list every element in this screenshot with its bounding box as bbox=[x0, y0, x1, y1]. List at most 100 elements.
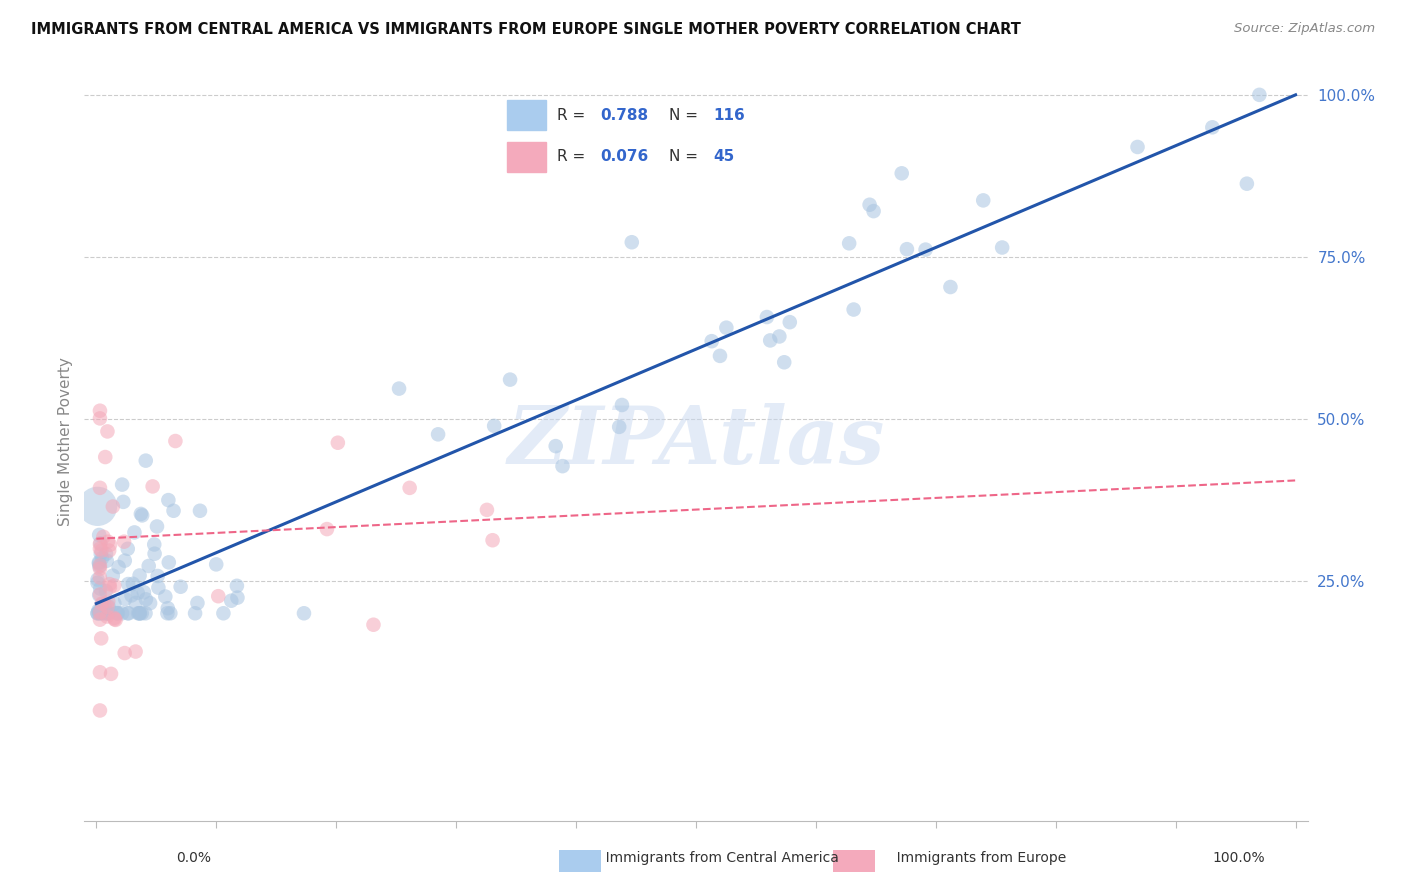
Point bbox=[143, 537, 166, 551]
Point bbox=[398, 481, 420, 495]
Point bbox=[86, 500, 108, 514]
Point bbox=[96, 425, 118, 439]
Point bbox=[97, 607, 120, 621]
Point bbox=[86, 575, 108, 590]
Point bbox=[544, 439, 567, 453]
Point bbox=[768, 329, 790, 343]
Point bbox=[143, 547, 166, 561]
Point bbox=[94, 547, 117, 561]
Point bbox=[114, 592, 136, 607]
Text: Source: ZipAtlas.com: Source: ZipAtlas.com bbox=[1234, 22, 1375, 36]
Point bbox=[96, 607, 118, 621]
Text: Immigrants from Central America: Immigrants from Central America bbox=[575, 851, 838, 865]
Point bbox=[128, 607, 150, 621]
Point bbox=[89, 537, 111, 551]
Point bbox=[1249, 87, 1271, 102]
Text: 116: 116 bbox=[713, 108, 745, 123]
Text: R =: R = bbox=[557, 108, 591, 123]
Point bbox=[86, 573, 108, 587]
Text: Immigrants from Europe: Immigrants from Europe bbox=[866, 851, 1067, 865]
Point bbox=[90, 597, 112, 611]
Point bbox=[134, 607, 156, 621]
Point bbox=[155, 590, 177, 604]
Text: 0.076: 0.076 bbox=[600, 149, 648, 164]
Point bbox=[842, 302, 865, 317]
Point bbox=[184, 607, 207, 621]
Point bbox=[186, 596, 208, 610]
Point bbox=[111, 607, 134, 621]
Point bbox=[98, 577, 121, 591]
FancyBboxPatch shape bbox=[832, 850, 875, 872]
Point bbox=[551, 459, 574, 474]
Point bbox=[89, 559, 111, 574]
Point bbox=[117, 607, 139, 621]
Point bbox=[89, 603, 111, 617]
Point bbox=[779, 315, 801, 329]
Point bbox=[156, 601, 179, 615]
Point bbox=[117, 541, 139, 556]
Point bbox=[159, 607, 181, 621]
Point bbox=[90, 547, 112, 561]
Point bbox=[86, 607, 108, 621]
Point bbox=[363, 617, 385, 632]
Point bbox=[101, 568, 124, 582]
Point bbox=[132, 585, 155, 599]
Text: ZIPAtlas: ZIPAtlas bbox=[508, 403, 884, 480]
FancyBboxPatch shape bbox=[560, 850, 602, 872]
Point bbox=[773, 355, 796, 369]
Point bbox=[610, 398, 633, 412]
Point bbox=[103, 578, 125, 592]
Point bbox=[97, 534, 120, 549]
Point bbox=[89, 562, 111, 576]
Point bbox=[89, 570, 111, 584]
Point bbox=[90, 632, 112, 646]
Point bbox=[700, 334, 723, 348]
Point bbox=[124, 644, 146, 658]
Point bbox=[89, 536, 111, 550]
Point bbox=[972, 194, 994, 208]
Point bbox=[162, 504, 184, 518]
Point bbox=[105, 607, 128, 621]
Point bbox=[1201, 120, 1223, 135]
Point bbox=[97, 599, 120, 614]
Point bbox=[114, 554, 136, 568]
Point bbox=[165, 434, 187, 448]
Point bbox=[139, 596, 162, 610]
Point bbox=[128, 607, 150, 621]
Point bbox=[124, 596, 146, 610]
Point bbox=[755, 310, 778, 324]
Point bbox=[117, 577, 139, 591]
Point bbox=[89, 411, 111, 425]
Point bbox=[292, 607, 315, 621]
Point bbox=[111, 477, 134, 491]
Point bbox=[121, 588, 143, 602]
Point bbox=[148, 581, 170, 595]
Point bbox=[157, 555, 180, 569]
Point bbox=[89, 606, 111, 620]
Point bbox=[112, 495, 135, 509]
Point bbox=[128, 568, 150, 582]
Point bbox=[939, 280, 962, 294]
Text: IMMIGRANTS FROM CENTRAL AMERICA VS IMMIGRANTS FROM EUROPE SINGLE MOTHER POVERTY : IMMIGRANTS FROM CENTRAL AMERICA VS IMMIG… bbox=[31, 22, 1021, 37]
Point bbox=[94, 583, 117, 598]
Point bbox=[86, 607, 108, 621]
Point bbox=[156, 607, 179, 621]
Point bbox=[91, 551, 114, 566]
Point bbox=[89, 582, 111, 596]
Point bbox=[427, 427, 450, 442]
Text: N =: N = bbox=[669, 108, 703, 123]
Point bbox=[87, 557, 110, 571]
Point bbox=[135, 453, 157, 467]
Text: 100.0%: 100.0% bbox=[1213, 851, 1265, 865]
Point bbox=[914, 243, 936, 257]
Point bbox=[157, 493, 180, 508]
Point bbox=[499, 373, 522, 387]
Point bbox=[89, 403, 111, 417]
Point bbox=[90, 543, 112, 558]
Point bbox=[104, 613, 127, 627]
Point bbox=[98, 580, 121, 594]
Point bbox=[388, 382, 411, 396]
Point bbox=[188, 504, 211, 518]
Point bbox=[89, 588, 111, 602]
Point bbox=[475, 503, 498, 517]
